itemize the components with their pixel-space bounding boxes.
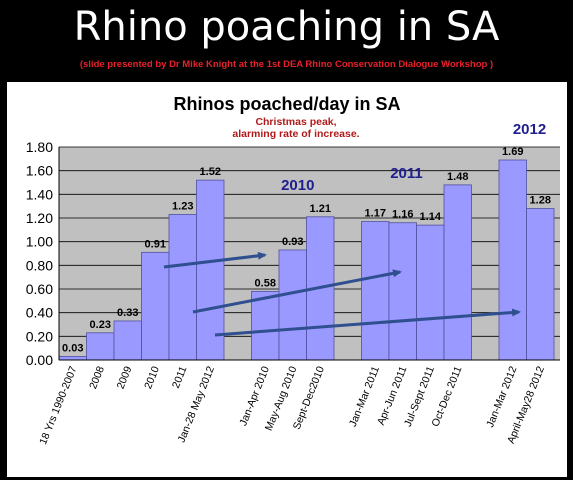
y-tick-label: 0.00	[26, 352, 53, 368]
x-tick-label: 2011	[170, 364, 190, 390]
bar-chart: Rhinos poached/day in SA Christmas peak,…	[26, 94, 560, 446]
annotation-line-1: Christmas peak,	[255, 116, 336, 128]
y-tick-label: 0.20	[26, 328, 53, 344]
data-label: 1.28	[530, 195, 551, 207]
bar	[416, 224, 445, 361]
bar	[526, 208, 555, 361]
trend-arrow	[192, 269, 402, 314]
bar	[443, 184, 472, 361]
data-label: 1.52	[200, 166, 221, 178]
bar	[498, 159, 527, 361]
y-tick-label: 1.80	[26, 139, 53, 155]
bar	[86, 332, 115, 361]
bar	[251, 290, 280, 361]
annotation-line-2: alarming rate of increase.	[232, 128, 359, 140]
x-tick-label: 2009	[115, 364, 135, 390]
bar	[361, 221, 390, 361]
bar	[58, 356, 87, 361]
y-tick-label: 0.80	[26, 257, 53, 273]
chart-title: Rhinos poached/day in SA	[173, 94, 400, 114]
y-tick-label: 0.40	[26, 305, 53, 321]
trend-arrow	[214, 308, 521, 337]
data-label: 1.23	[172, 200, 193, 212]
data-label: 1.21	[310, 203, 331, 215]
bar	[278, 249, 307, 361]
group-label: 2011	[390, 165, 423, 182]
group-label: 2012	[513, 121, 546, 138]
y-tick-label: 1.40	[26, 186, 53, 202]
bar	[196, 179, 225, 361]
data-label: 0.91	[145, 238, 166, 250]
data-label: 0.33	[117, 307, 138, 319]
y-tick-label: 1.60	[26, 163, 53, 179]
data-label: 0.23	[90, 319, 111, 331]
data-label: 1.14	[420, 211, 442, 223]
slide-subtitle: (slide presented by Dr Mike Knight at th…	[79, 59, 494, 70]
data-label: 0.93	[282, 236, 303, 248]
slide-title: Rhino poaching in SA	[73, 4, 500, 50]
data-label: 1.17	[365, 208, 386, 220]
y-tick-label: 1.20	[26, 210, 53, 226]
bar	[388, 222, 417, 361]
data-label: 1.69	[502, 146, 523, 158]
bar	[168, 214, 197, 361]
chart-panel: Rhinos poached/day in SA Christmas peak,…	[7, 82, 567, 477]
trend-arrows	[163, 251, 521, 337]
x-tick-label: 2008	[87, 364, 107, 390]
trend-arrow	[163, 251, 267, 269]
x-tick-label: 2010	[142, 364, 162, 390]
x-tick-label: 18 Yrs 1990-2007	[37, 364, 79, 446]
data-label: 1.16	[392, 209, 413, 221]
bar	[141, 251, 170, 361]
data-label: 0.03	[62, 342, 83, 354]
y-tick-label: 1.00	[26, 234, 53, 250]
data-label: 0.58	[255, 277, 276, 289]
data-label: 1.48	[447, 171, 468, 183]
y-tick-label: 0.60	[26, 281, 53, 297]
group-label: 2010	[281, 177, 314, 194]
bar	[113, 320, 142, 361]
